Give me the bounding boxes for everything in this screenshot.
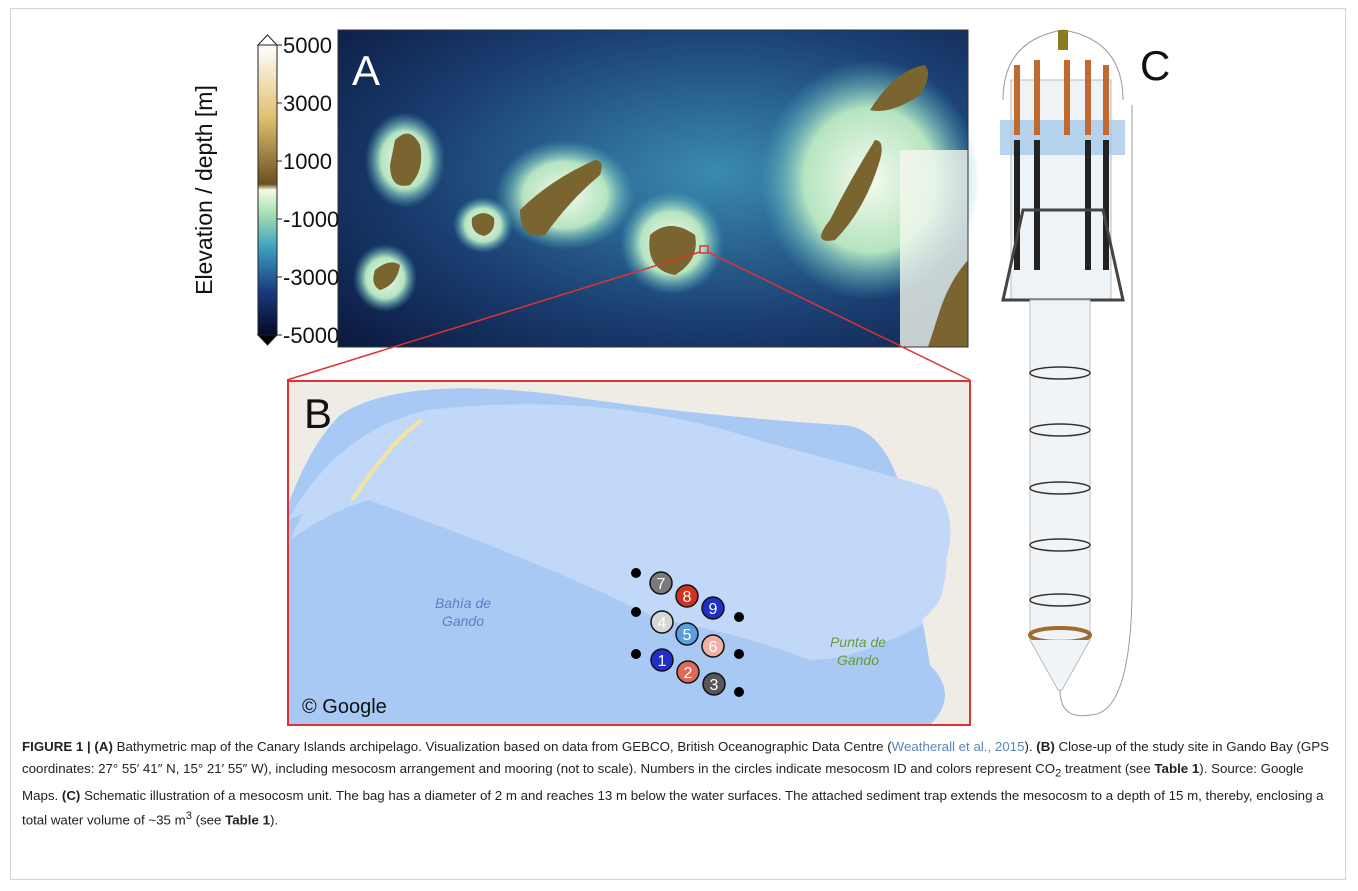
mooring — [631, 649, 641, 659]
colorbar-title: Elevation / depth [m] — [191, 85, 217, 295]
caption-text: ). — [1024, 739, 1036, 754]
map-credit: © Google — [302, 696, 387, 718]
caption-text: treatment (see — [1061, 761, 1154, 776]
mesocosm-id: 4 — [658, 615, 667, 632]
mooring — [734, 612, 744, 622]
place-name: Bahía de — [435, 595, 491, 611]
mesocosm-id: 9 — [709, 601, 718, 618]
caption-text: (C) — [62, 788, 80, 803]
colorbar-tick-label: 1000 — [283, 149, 332, 174]
colorbar-extension — [258, 35, 277, 45]
mooring — [631, 607, 641, 617]
caption-text: FIGURE 1 | (A) — [22, 739, 113, 754]
mesocosm-id: 8 — [683, 589, 692, 606]
caption-text[interactable]: Weatherall et al., 2015 — [892, 739, 1025, 754]
colorbar-tick-label: 3000 — [283, 91, 332, 116]
mesocosm-id: 2 — [684, 665, 693, 682]
panel-label: B — [304, 390, 332, 437]
colorbar-tick-label: -1000 — [283, 207, 339, 232]
mesocosm-schematic — [1000, 30, 1132, 716]
bathymetric-map — [338, 30, 980, 347]
colorbar-tick-label: 5000 — [283, 33, 332, 58]
mooring — [631, 568, 641, 578]
colorbar — [258, 45, 277, 335]
figure: A B C 5000 3000 1000 -1000 -3000 -5000 Elevation … — [0, 0, 1358, 735]
page: A B C 5000 3000 1000 -1000 -3000 -5000 Elevation … — [0, 0, 1358, 891]
panel-label: C — [1140, 42, 1170, 89]
colorbar-tick-label: -3000 — [283, 265, 339, 290]
site-map — [288, 381, 970, 725]
figure-caption: FIGURE 1 | (A) Bathymetric map of the Ca… — [22, 736, 1338, 831]
caption-text: Table 1 — [1154, 761, 1199, 776]
mesocosm-id: 1 — [658, 653, 667, 670]
place-name: Punta de — [830, 634, 886, 650]
mooring — [734, 687, 744, 697]
place-name: Gando — [837, 652, 879, 668]
place-name: Gando — [442, 613, 484, 629]
caption-text: Table 1 — [225, 813, 270, 828]
mesocosm-id: 6 — [709, 639, 718, 656]
caption-text: (B) — [1036, 739, 1054, 754]
colorbar-extension — [258, 335, 277, 345]
colorbar-tick-label: -5000 — [283, 323, 339, 348]
caption-text: Bathymetric map of the Canary Islands ar… — [113, 739, 892, 754]
mooring — [734, 649, 744, 659]
caption-text: (see — [192, 813, 225, 828]
mesocosm-id: 7 — [657, 576, 666, 593]
mesocosm-id: 3 — [710, 677, 719, 694]
caption-text: ). — [270, 813, 278, 828]
panel-label: A — [352, 47, 380, 94]
mesocosm-id: 5 — [683, 627, 692, 644]
